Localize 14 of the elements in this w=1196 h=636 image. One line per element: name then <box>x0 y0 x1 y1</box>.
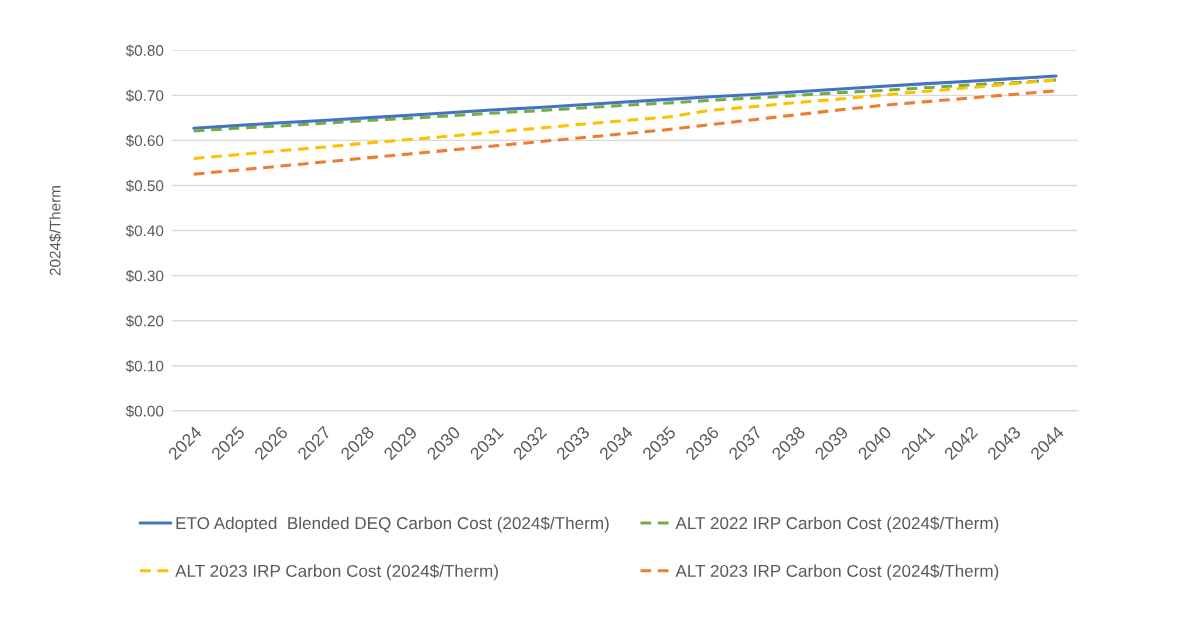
y-tick-label: $0.00 <box>125 405 164 418</box>
y-tick-label: $0.60 <box>125 134 164 147</box>
legend-label: ALT 2023 IRP Carbon Cost (2024$/Therm) <box>675 564 999 581</box>
y-tick-label: $0.50 <box>125 179 164 193</box>
y-tick-label: $0.10 <box>125 360 164 373</box>
y-axis-title: 2024$/Therm <box>49 186 62 276</box>
y-tick-label: $0.20 <box>125 314 164 328</box>
legend-label: ALT 2022 IRP Carbon Cost (2024$/Therm) <box>675 516 999 533</box>
legend-label: ETO Adopted Blended DEQ Carbon Cost (2024$/Therm) <box>176 516 609 533</box>
y-tick-label: $0.40 <box>125 224 164 238</box>
legend-label: ALT 2023 IRP Carbon Cost (2024$/Therm) <box>175 564 498 581</box>
y-tick-label: $0.70 <box>125 89 164 102</box>
y-tick-label: $0.30 <box>125 269 164 283</box>
y-tick-label: $0.80 <box>125 44 164 57</box>
